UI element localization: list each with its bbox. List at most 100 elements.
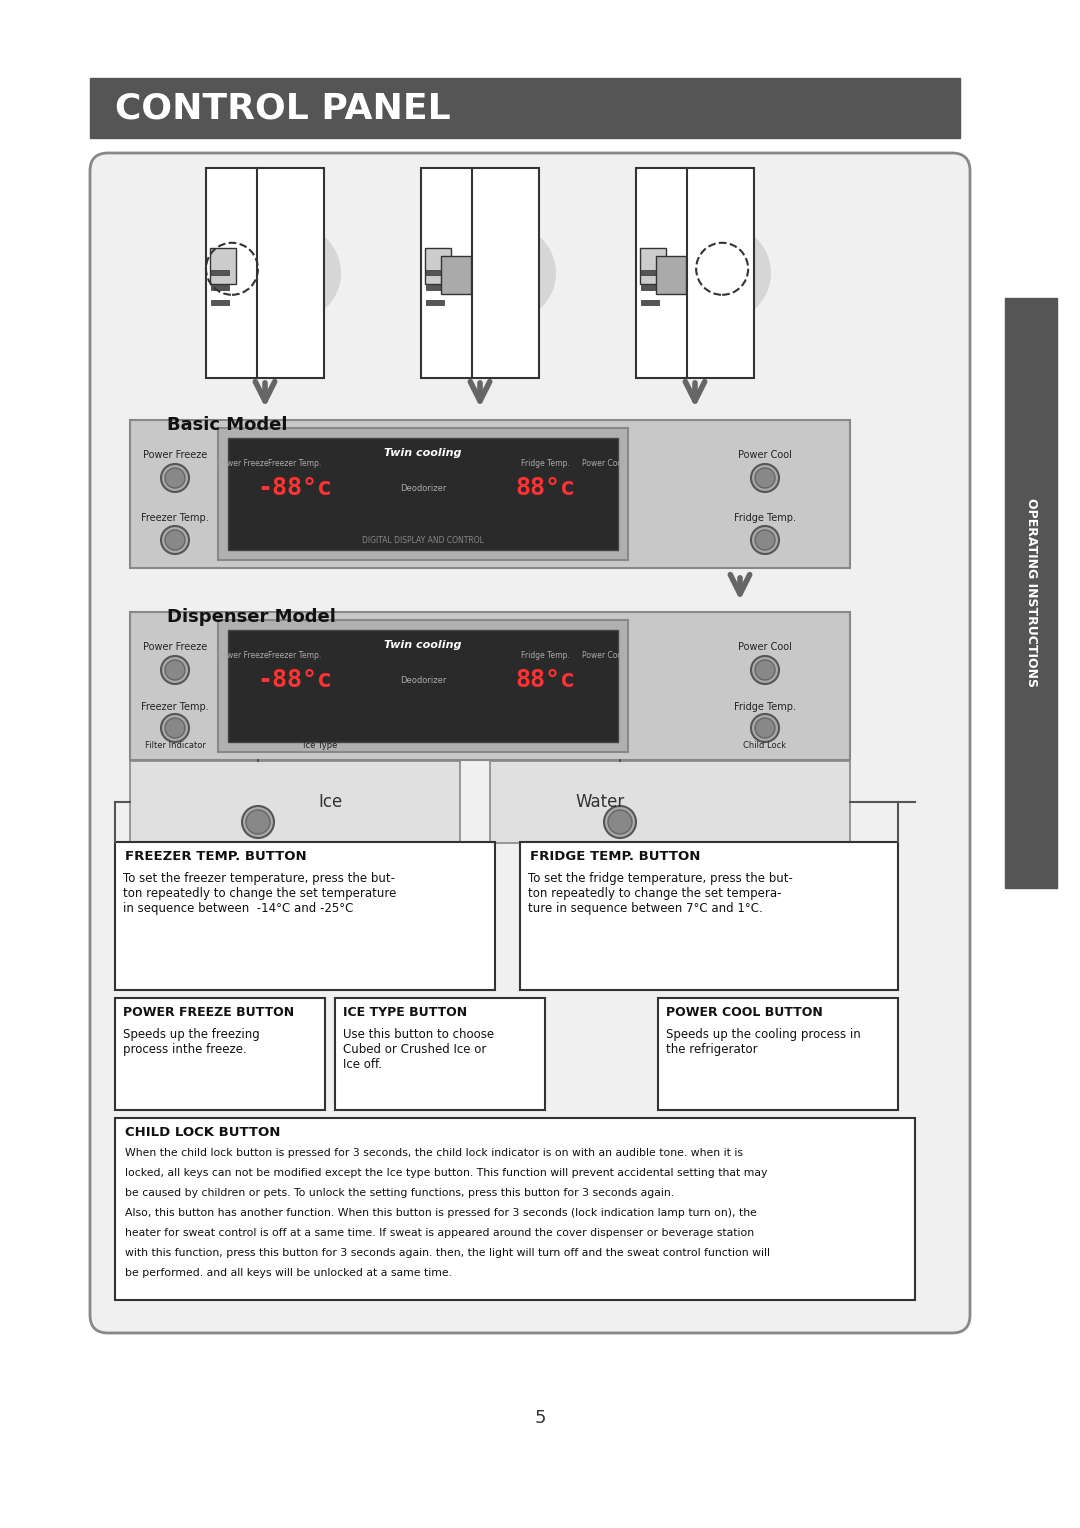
Text: 88°c: 88°c — [515, 477, 575, 500]
Text: Deodorizer: Deodorizer — [400, 675, 446, 685]
Text: Power Freeze: Power Freeze — [143, 451, 207, 460]
Text: Twin cooling: Twin cooling — [384, 448, 462, 458]
Text: Power Freeze: Power Freeze — [218, 651, 268, 660]
Text: 5: 5 — [535, 1409, 545, 1427]
Bar — [421, 168, 539, 377]
Text: -88°c: -88°c — [257, 668, 333, 692]
Circle shape — [755, 530, 775, 550]
Bar — [211, 299, 229, 304]
Text: 88°c: 88°c — [515, 668, 575, 692]
Text: Freezer Temp.: Freezer Temp. — [141, 701, 208, 712]
Circle shape — [751, 526, 779, 555]
Bar — [218, 620, 627, 752]
Bar — [656, 257, 686, 293]
Bar — [335, 998, 545, 1109]
Text: Power Cool: Power Cool — [738, 451, 792, 460]
Circle shape — [165, 660, 185, 680]
Circle shape — [161, 656, 189, 685]
Bar — [640, 248, 666, 284]
Text: To set the fridge temperature, press the but-
ton repeatedly to change the set t: To set the fridge temperature, press the… — [528, 872, 793, 915]
Bar — [114, 998, 325, 1109]
Text: with this function, press this button for 3 seconds again. then, the light will : with this function, press this button fo… — [125, 1248, 770, 1258]
Text: -88°c: -88°c — [257, 477, 333, 500]
Bar — [130, 613, 850, 759]
Bar — [1005, 298, 1057, 888]
Text: DIGITAL DISPLAY AND CONTROL: DIGITAL DISPLAY AND CONTROL — [362, 535, 484, 544]
Circle shape — [755, 660, 775, 680]
Text: FREEZER TEMP. BUTTON: FREEZER TEMP. BUTTON — [125, 850, 307, 862]
Circle shape — [161, 714, 189, 743]
Bar — [130, 761, 460, 843]
Bar — [210, 248, 237, 284]
Circle shape — [751, 656, 779, 685]
Circle shape — [604, 805, 636, 837]
Text: locked, all keys can not be modified except the Ice type button. This function w: locked, all keys can not be modified exc… — [125, 1167, 768, 1178]
Bar — [490, 761, 850, 843]
Bar — [426, 270, 444, 275]
Text: FRIDGE TEMP. BUTTON: FRIDGE TEMP. BUTTON — [530, 850, 700, 862]
Text: Freezer Temp.: Freezer Temp. — [268, 651, 322, 660]
Text: ICE TYPE BUTTON: ICE TYPE BUTTON — [343, 1005, 468, 1019]
Bar — [636, 168, 754, 377]
Bar — [642, 299, 659, 304]
Text: When the child lock button is pressed for 3 seconds, the child lock indicator is: When the child lock button is pressed fo… — [125, 1148, 743, 1158]
Text: Also, this button has another function. When this button is pressed for 3 second: Also, this button has another function. … — [125, 1209, 757, 1218]
Circle shape — [460, 225, 556, 321]
Circle shape — [165, 468, 185, 487]
Text: CHILD LOCK BUTTON: CHILD LOCK BUTTON — [125, 1126, 281, 1138]
Circle shape — [161, 465, 189, 492]
Text: Fridge Temp.: Fridge Temp. — [734, 701, 796, 712]
Bar — [211, 284, 229, 290]
Bar — [426, 299, 444, 304]
Bar — [114, 842, 495, 990]
Text: Filter Indicator: Filter Indicator — [145, 741, 205, 750]
Text: Use this button to choose
Cubed or Crushed Ice or
Ice off.: Use this button to choose Cubed or Crush… — [343, 1028, 495, 1071]
Text: Power Cool: Power Cool — [582, 458, 624, 468]
Text: Speeds up the freezing
process inthe freeze.: Speeds up the freezing process inthe fre… — [123, 1028, 260, 1056]
Bar — [441, 257, 471, 293]
Circle shape — [246, 810, 270, 834]
Circle shape — [755, 718, 775, 738]
Text: Deodorizer: Deodorizer — [400, 483, 446, 492]
Text: To set the freezer temperature, press the but-
ton repeatedly to change the set : To set the freezer temperature, press th… — [123, 872, 396, 915]
Text: Twin cooling: Twin cooling — [384, 640, 462, 649]
FancyBboxPatch shape — [90, 153, 970, 1332]
Circle shape — [161, 526, 189, 555]
Text: Child Lock: Child Lock — [743, 741, 786, 750]
Bar — [426, 284, 444, 290]
Text: Basic Model: Basic Model — [167, 416, 287, 434]
Circle shape — [245, 225, 341, 321]
Circle shape — [608, 810, 632, 834]
Text: Fridge Temp.: Fridge Temp. — [734, 513, 796, 523]
Text: Ice Type: Ice Type — [302, 741, 337, 750]
Bar — [206, 168, 324, 377]
Text: Power Freeze: Power Freeze — [218, 458, 268, 468]
Text: Power Cool: Power Cool — [582, 651, 624, 660]
Bar — [228, 630, 618, 743]
Text: Water: Water — [576, 793, 624, 811]
Bar — [642, 270, 659, 275]
Text: Fridge Temp.: Fridge Temp. — [521, 458, 569, 468]
Circle shape — [751, 465, 779, 492]
Bar — [130, 420, 850, 568]
Bar — [658, 998, 897, 1109]
Text: Power Cool: Power Cool — [738, 642, 792, 652]
Circle shape — [242, 805, 274, 837]
Circle shape — [165, 718, 185, 738]
Bar — [211, 270, 229, 275]
Text: POWER FREEZE BUTTON: POWER FREEZE BUTTON — [123, 1005, 294, 1019]
Bar — [114, 1118, 915, 1300]
Text: Fridge Temp.: Fridge Temp. — [521, 651, 569, 660]
Text: Freezer Temp.: Freezer Temp. — [141, 513, 208, 523]
Bar — [519, 842, 897, 990]
Bar — [228, 439, 618, 550]
Circle shape — [751, 714, 779, 743]
Bar — [642, 284, 659, 290]
Circle shape — [755, 468, 775, 487]
Text: Dispenser Model: Dispenser Model — [167, 608, 336, 626]
Text: Speeds up the cooling process in
the refrigerator: Speeds up the cooling process in the ref… — [666, 1028, 861, 1056]
Text: CONTROL PANEL: CONTROL PANEL — [114, 92, 450, 125]
Text: be caused by children or pets. To unlock the setting functions, press this butto: be caused by children or pets. To unlock… — [125, 1187, 674, 1198]
Text: POWER COOL BUTTON: POWER COOL BUTTON — [666, 1005, 823, 1019]
Text: be performed. and all keys will be unlocked at a same time.: be performed. and all keys will be unloc… — [125, 1268, 453, 1277]
